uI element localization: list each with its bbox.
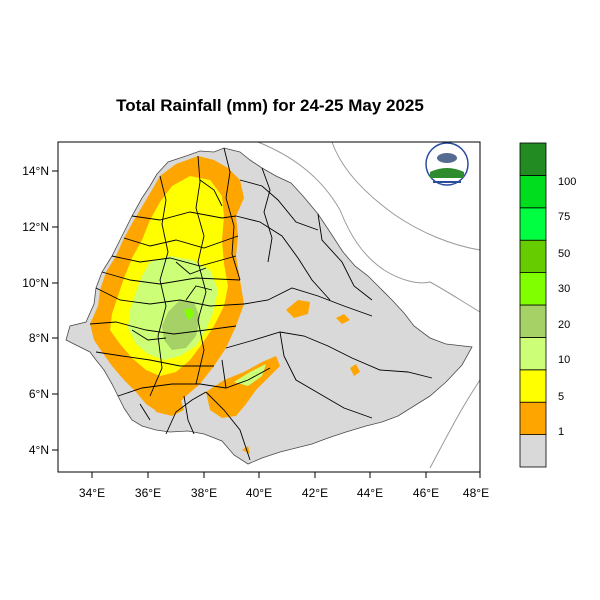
legend-label: 1 (558, 426, 564, 438)
legend-label: 30 (558, 283, 570, 295)
legend-swatch (519, 401, 547, 436)
legend-swatch (519, 434, 547, 468)
lon-tick-label: 36°E (135, 486, 161, 500)
lon-axis (91, 472, 481, 478)
lat-tick-label: 10°N (22, 276, 49, 290)
legend-label: 10 (558, 354, 570, 366)
legend-label: 5 (558, 391, 564, 403)
legend-swatch (519, 174, 547, 209)
lat-axis (52, 170, 58, 451)
legend-label: 20 (558, 319, 570, 331)
legend-label: 100 (558, 176, 576, 188)
lat-tick-label: 12°N (22, 220, 49, 234)
lon-tick-label: 40°E (246, 486, 272, 500)
legend-swatch (519, 239, 547, 273)
lon-tick-label: 46°E (413, 486, 439, 500)
legend-swatch (519, 369, 547, 403)
lon-tick-label: 42°E (302, 486, 328, 500)
legend-label: 75 (558, 211, 570, 223)
agency-logo (425, 142, 469, 186)
map-frame (57, 141, 481, 473)
lon-tick-label: 34°E (79, 486, 105, 500)
rainfall-shading (90, 156, 360, 454)
admin-boundaries (89, 147, 433, 461)
lon-tick-label: 48°E (463, 486, 489, 500)
lat-tick-label: 4°N (29, 443, 49, 457)
coastlines (257, 141, 481, 469)
legend-swatch (519, 207, 547, 241)
map-title: Total Rainfall (mm) for 24-25 May 2025 (116, 96, 424, 115)
legend-swatch (519, 272, 547, 306)
legend-swatch (519, 304, 547, 338)
color-bar (519, 142, 547, 468)
lat-tick-label: 6°N (29, 387, 49, 401)
lon-tick-label: 44°E (357, 486, 383, 500)
lon-tick-label: 38°E (191, 486, 217, 500)
lat-tick-label: 8°N (29, 331, 49, 345)
legend-swatch (519, 142, 547, 176)
legend-label: 50 (558, 248, 570, 260)
lat-tick-label: 14°N (22, 164, 49, 178)
legend-swatch (519, 336, 547, 371)
